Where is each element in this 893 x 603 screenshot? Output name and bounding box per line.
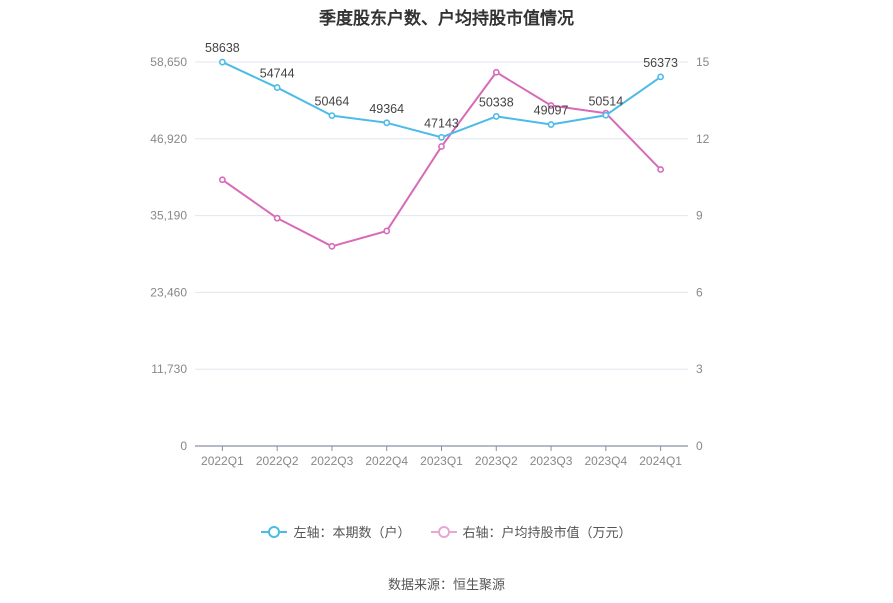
data-point-households xyxy=(602,111,610,119)
legend-item-right-series[interactable]: 右轴：户均持股市值（万元） xyxy=(430,522,632,541)
data-point-avg-holding-value xyxy=(328,242,336,250)
legend-label-left-series: 左轴：本期数（户） xyxy=(293,525,411,540)
data-point-avg-holding-value xyxy=(657,166,665,173)
data-point-households xyxy=(657,73,665,81)
x-tick-label: 2022Q1 xyxy=(201,454,244,468)
x-tick-label: 2022Q2 xyxy=(256,454,299,468)
x-tick-label: 2023Q2 xyxy=(475,454,518,468)
data-point-avg-holding-value xyxy=(273,214,281,222)
x-tick-label: 2023Q4 xyxy=(584,454,627,468)
data-source: 数据来源：恒生聚源 xyxy=(387,577,505,592)
data-label: 56373 xyxy=(643,56,678,70)
data-point-avg-holding-value xyxy=(438,143,445,150)
left-axis-ticks: 0 11,730 23,460 35,190 46,920 58,650 xyxy=(150,55,187,453)
left-tick-label: 23,460 xyxy=(150,285,187,299)
data-point-households xyxy=(383,119,391,127)
data-label: 50338 xyxy=(479,95,514,109)
left-tick-label: 11,730 xyxy=(151,362,187,376)
x-tick-label: 2022Q3 xyxy=(311,454,354,468)
data-label: 58638 xyxy=(205,41,240,55)
legend-item-left-series[interactable]: 左轴：本期数（户） xyxy=(261,522,411,541)
right-tick-label: 3 xyxy=(696,362,703,376)
data-point-households xyxy=(492,113,500,120)
data-label: 50514 xyxy=(588,94,623,108)
data-point-avg-holding-value xyxy=(547,102,555,109)
right-axis-ticks: 0 3 6 9 12 15 xyxy=(696,55,710,453)
right-tick-label: 9 xyxy=(696,209,703,223)
series-group xyxy=(218,58,665,250)
legend: 左轴：本期数（户） 右轴：户均持股市值（万元） xyxy=(0,522,893,541)
left-tick-label: 0 xyxy=(180,439,187,453)
right-tick-label: 12 xyxy=(696,132,710,146)
left-tick-label: 35,190 xyxy=(150,209,187,223)
legend-swatch-blue-icon xyxy=(261,525,288,538)
data-point-avg-holding-value xyxy=(218,176,226,184)
x-axis: 2022Q1 2022Q2 2022Q3 2022Q4 2023Q1 2023Q2 2023… xyxy=(195,445,688,468)
data-label: 49097 xyxy=(534,104,569,118)
data-labels: 58638 54744 50464 49364 47143 50338 49097 50514… xyxy=(205,41,678,130)
legend-swatch-pink-icon xyxy=(430,525,457,538)
data-point-avg-holding-value xyxy=(383,227,391,235)
chart-title: 季度股东户数、户均持股市值情况 xyxy=(319,9,574,28)
x-tick-label: 2023Q1 xyxy=(420,454,463,468)
data-label: 50464 xyxy=(315,95,350,109)
data-point-households xyxy=(328,112,336,119)
data-label: 47143 xyxy=(424,116,459,130)
right-tick-label: 0 xyxy=(696,439,703,453)
data-point-households xyxy=(438,133,445,141)
x-tick-label: 2022Q4 xyxy=(365,454,408,468)
legend-label-right-series: 右轴：户均持股市值（万元） xyxy=(462,525,632,540)
x-tick-label: 2023Q3 xyxy=(530,454,573,468)
data-point-households xyxy=(547,121,555,128)
x-tick-label: 2024Q1 xyxy=(639,454,682,468)
data-point-avg-holding-value xyxy=(492,68,500,76)
left-tick-label: 58,650 xyxy=(150,55,187,69)
data-label: 49364 xyxy=(369,102,404,116)
left-tick-label: 46,920 xyxy=(150,132,187,146)
data-point-households xyxy=(218,58,226,66)
right-tick-label: 6 xyxy=(696,285,703,299)
data-point-households xyxy=(273,84,281,91)
data-label: 54744 xyxy=(260,67,295,81)
right-tick-label: 15 xyxy=(696,55,710,69)
